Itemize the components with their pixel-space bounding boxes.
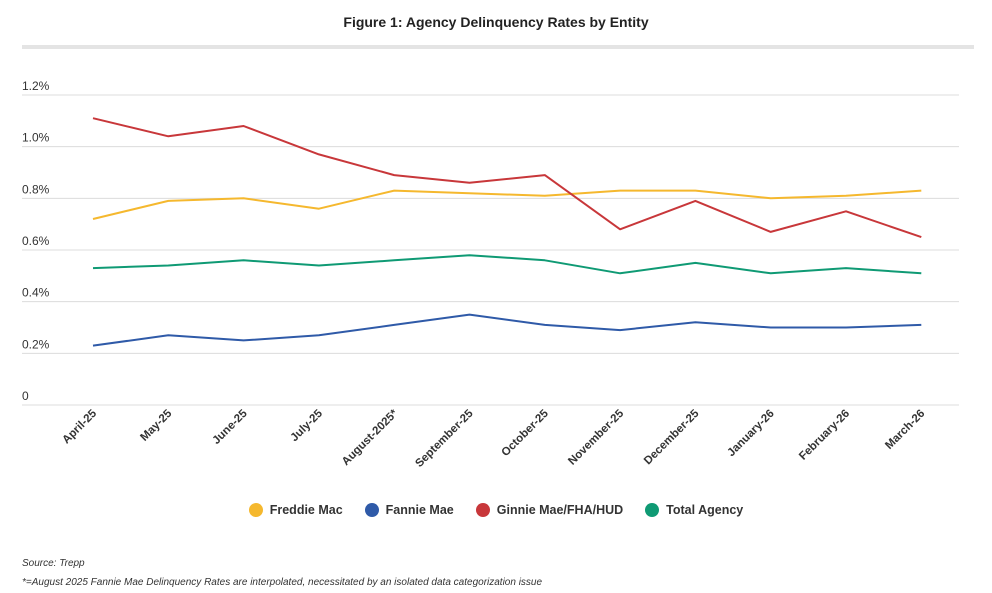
y-tick-label: 1.2% bbox=[22, 79, 50, 93]
legend-label: Total Agency bbox=[666, 503, 744, 517]
footnote: *=August 2025 Fannie Mae Delinquency Rat… bbox=[22, 577, 543, 588]
y-tick-label: 0.6% bbox=[22, 234, 50, 248]
x-tick-label: June-25 bbox=[210, 407, 250, 447]
legend-item: Fannie Mae bbox=[364, 503, 454, 517]
legend-swatch bbox=[248, 503, 263, 517]
legend-label: Ginnie Mae/FHA/HUD bbox=[496, 503, 624, 517]
series-line-freddie-mac bbox=[92, 189, 922, 220]
x-tick-label: March-26 bbox=[883, 408, 927, 452]
x-tick-label: August-2025* bbox=[340, 407, 401, 468]
y-tick-label: 1.0% bbox=[22, 131, 50, 145]
legend-item: Total Agency bbox=[645, 503, 743, 517]
y-tick-label: 0.4% bbox=[22, 286, 50, 300]
legend-label: Freddie Mac bbox=[269, 503, 343, 517]
line-chart: 0 0.2% 0.4% 0.6% 0.8% 1.0% 1.2% April-25 May-25 J… bbox=[22, 79, 959, 470]
x-tick-label: October-25 bbox=[500, 407, 552, 459]
y-tick-label: 0 bbox=[22, 389, 29, 403]
x-tick-label: July-25 bbox=[289, 407, 326, 444]
x-tick-label: April-25 bbox=[60, 407, 99, 446]
legend-item: Ginnie Mae/FHA/HUD bbox=[475, 503, 624, 517]
y-tick-label: 0.8% bbox=[22, 182, 50, 196]
source-note: Source: Trepp bbox=[22, 558, 85, 569]
y-tick-label: 0.2% bbox=[22, 337, 50, 351]
x-tick-label: December-25 bbox=[642, 407, 702, 467]
series-line-fannie-mae bbox=[92, 313, 922, 347]
x-tick-label: January-26 bbox=[725, 408, 776, 459]
series-line-total-agency bbox=[92, 254, 922, 275]
x-tick-label: February-26 bbox=[797, 408, 852, 463]
legend-swatch bbox=[475, 503, 490, 517]
x-tick-label: November-25 bbox=[566, 407, 626, 467]
legend-swatch bbox=[364, 503, 379, 517]
title-divider bbox=[22, 45, 974, 49]
legend: Freddie Mac Fannie Mae Ginnie Mae/FHA/HUD T… bbox=[0, 503, 992, 517]
legend-swatch bbox=[645, 503, 660, 517]
legend-item: Freddie Mac bbox=[248, 503, 343, 517]
legend-label: Fannie Mae bbox=[385, 503, 454, 517]
chart-title: Figure 1: Agency Delinquency Rates by En… bbox=[343, 14, 649, 30]
x-tick-label: May-25 bbox=[138, 407, 174, 443]
x-tick-label: September-25 bbox=[413, 407, 476, 470]
series-line-ginnie-mae-fha-hud bbox=[92, 117, 922, 239]
